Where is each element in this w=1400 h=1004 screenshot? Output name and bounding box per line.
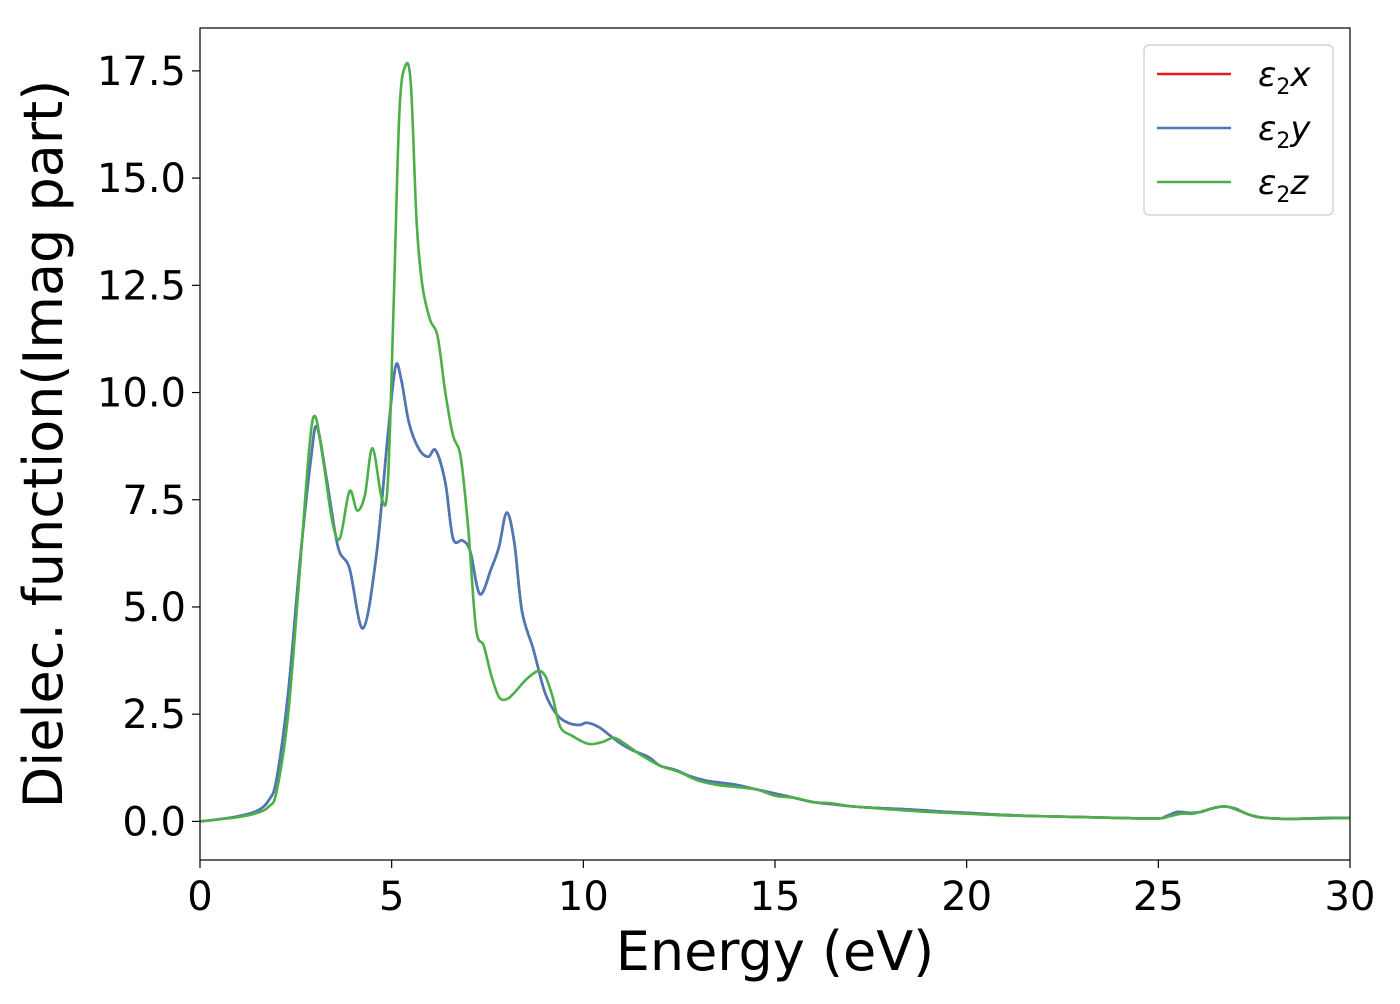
- legend-label-y: ε2y: [1258, 109, 1311, 154]
- legend: ε2x ε2y ε2z: [1143, 44, 1334, 216]
- y-tick-label: 12.5: [97, 263, 186, 309]
- y-tick-label: 2.5: [122, 692, 186, 738]
- series-line-z: [199, 61, 1351, 823]
- x-tick-label: 25: [1133, 874, 1184, 920]
- legend-frame: [1143, 44, 1334, 216]
- y-axis-ticks: 0.0 2.5 5.0 7.5 10.0 12.5 15.0 17.5: [97, 49, 200, 845]
- y-tick-label: 15.0: [97, 156, 186, 202]
- x-tick-label: 10: [558, 874, 609, 920]
- y-tick-label: 5.0: [122, 585, 186, 631]
- series-layer: [199, 61, 1351, 823]
- x-tick-label: 0: [187, 874, 212, 920]
- y-tick-label: 7.5: [122, 478, 186, 524]
- x-tick-label: 30: [1325, 874, 1376, 920]
- y-tick-label: 17.5: [97, 49, 186, 95]
- x-tick-label: 20: [941, 874, 992, 920]
- x-tick-label: 15: [750, 874, 801, 920]
- x-tick-label: 5: [379, 874, 404, 920]
- legend-label-x: ε2x: [1258, 55, 1311, 100]
- y-tick-label: 0.0: [122, 799, 186, 845]
- x-axis-title: Energy (eV): [616, 920, 935, 983]
- y-axis-title: Dielec. function(Imag part): [12, 80, 75, 809]
- y-tick-label: 10.0: [97, 371, 186, 417]
- legend-label-z: ε2z: [1258, 163, 1309, 208]
- x-axis-ticks: 0 5 10 15 20 25 30: [187, 860, 1375, 920]
